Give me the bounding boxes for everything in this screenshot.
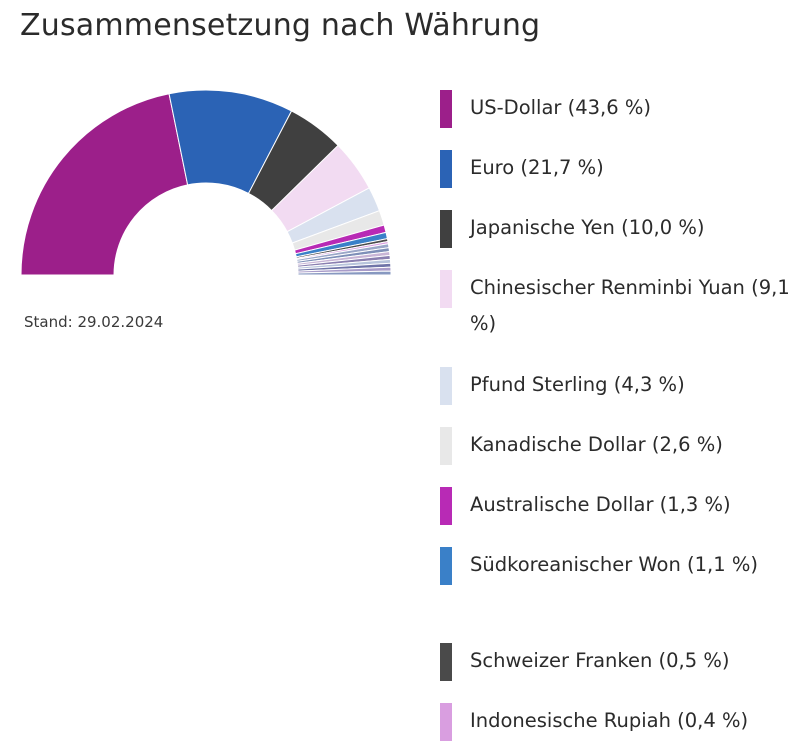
legend-label: Japanische Yen (10,0 %) [470, 216, 705, 239]
legend-swatch [440, 367, 452, 405]
legend-swatch [440, 210, 452, 248]
legend-swatch [440, 703, 452, 741]
chart-title: Zusammensetzung nach Währung [20, 8, 541, 43]
legend-label: Pfund Sterling (4,3 %) [470, 373, 685, 396]
semi-donut-chart [20, 89, 392, 276]
legend-label: Indonesische Rupiah (0,4 %) [470, 709, 749, 732]
legend-label: Euro (21,7 %) [470, 156, 604, 179]
legend-label: Chinesischer Renminbi Yuan (9,1 %) [470, 276, 790, 335]
slice-other-8[interactable] [297, 270, 392, 276]
slice-us-dollar[interactable] [20, 93, 189, 276]
legend-label: Schweizer Franken (0,5 %) [470, 649, 730, 672]
legend-swatch [440, 270, 452, 308]
date-note: Stand: 29.02.2024 [24, 313, 164, 331]
legend-swatch [440, 150, 452, 188]
legend-swatch [440, 487, 452, 525]
legend-label: US-Dollar (43,6 %) [470, 96, 651, 119]
legend-label: Australische Dollar (1,3 %) [470, 493, 731, 516]
legend-swatch [440, 427, 452, 465]
legend-label: Kanadische Dollar (2,6 %) [470, 433, 723, 456]
legend-label: Südkoreanischer Won (1,1 %) [470, 553, 758, 576]
legend-swatch [440, 90, 452, 128]
legend-swatch [440, 643, 452, 681]
legend-swatch [440, 547, 452, 585]
